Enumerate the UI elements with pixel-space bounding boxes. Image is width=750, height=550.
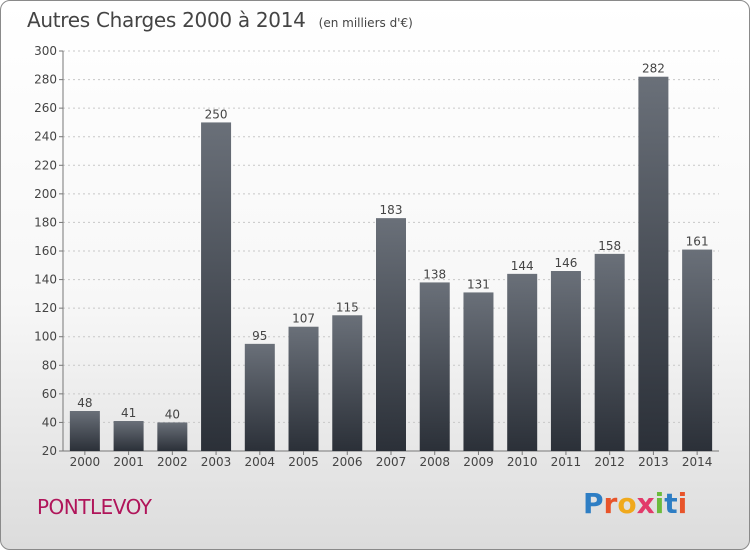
y-tick-label: 60: [42, 387, 57, 401]
bar: [201, 122, 232, 451]
chart-title: Autres Charges 2000 à 2014: [27, 8, 306, 32]
x-tick-label: 2004: [245, 455, 276, 469]
x-tick-label: 2001: [113, 455, 144, 469]
bar: [376, 218, 406, 451]
logo-letter: P: [583, 487, 604, 520]
y-tick-label: 20: [42, 444, 57, 458]
y-tick-label: 40: [42, 415, 57, 429]
x-tick-label: 2005: [288, 455, 319, 469]
bar-value-label: 144: [511, 259, 534, 273]
logo-letter: t: [664, 487, 678, 520]
logo-letter: i: [677, 487, 688, 520]
bar-value-label: 95: [252, 329, 267, 343]
bar-value-label: 41: [121, 406, 136, 420]
bar: [594, 253, 625, 451]
y-tick-label: 80: [42, 358, 57, 372]
bar: [550, 271, 581, 451]
x-tick-label: 2011: [551, 455, 582, 469]
logo-letter: i: [654, 487, 665, 520]
bar: [332, 315, 363, 451]
y-tick-label: 260: [34, 101, 57, 115]
bar: [463, 292, 494, 451]
bar: [288, 326, 319, 451]
y-tick-label: 220: [34, 158, 57, 172]
x-tick-label: 2008: [419, 455, 450, 469]
logo-letter: x: [636, 487, 655, 520]
bar-value-label: 282: [642, 62, 665, 76]
bar: [682, 249, 713, 451]
y-tick-label: 280: [34, 73, 57, 87]
axes: 20 40 60 80 100 120 140 160 180 200 220 240 260 280 30…: [34, 44, 719, 458]
bar-value-label: 158: [598, 239, 621, 253]
bars: [69, 76, 713, 451]
bar: [113, 421, 144, 451]
y-tick-label: 120: [34, 301, 57, 315]
bar: [638, 76, 669, 451]
x-tick-label: 2012: [594, 455, 625, 469]
bar-value-label: 48: [77, 396, 92, 410]
x-tick-label: 2007: [376, 455, 407, 469]
bar-value-label: 183: [380, 203, 403, 217]
y-tick-label: 300: [34, 44, 57, 58]
bar-value-label: 250: [205, 107, 228, 121]
y-tick-label: 100: [34, 330, 57, 344]
chart-header: Autres Charges 2000 à 2014 (en milliers …: [27, 8, 413, 32]
x-tick-label: 2009: [463, 455, 494, 469]
place-name: PONTLEVOY: [37, 495, 152, 519]
y-tick-label: 240: [34, 130, 57, 144]
bar: [507, 273, 538, 451]
x-tick-label: 2000: [70, 455, 101, 469]
logo-letter: o: [617, 487, 637, 520]
y-tick-label: 200: [34, 187, 57, 201]
x-tick-label: 2003: [201, 455, 232, 469]
bar-value-label: 146: [554, 256, 577, 270]
x-tick-label: 2002: [157, 455, 188, 469]
labels: 48 2000 41 2001 40 2002 250 2003 95 2004 107 2005 11…: [70, 62, 713, 469]
bar: [157, 422, 188, 451]
bar-value-label: 40: [165, 407, 180, 421]
bar: [419, 282, 450, 451]
proxiti-logo: Proxiti: [583, 487, 687, 520]
bar: [69, 411, 100, 451]
x-tick-label: 2014: [682, 455, 713, 469]
bar-value-label: 161: [686, 235, 709, 249]
bar-value-label: 138: [423, 267, 446, 281]
x-tick-label: 2006: [332, 455, 363, 469]
x-tick-label: 2010: [507, 455, 538, 469]
y-tick-label: 180: [34, 215, 57, 229]
chart-subtitle: (en milliers d'€): [318, 16, 413, 30]
logo-letter: r: [603, 487, 618, 520]
bar-value-label: 107: [292, 312, 315, 326]
x-tick-label: 2013: [638, 455, 669, 469]
y-tick-label: 140: [34, 273, 57, 287]
bar: [244, 343, 275, 451]
y-tick-label: 160: [34, 244, 57, 258]
bar-value-label: 115: [336, 300, 359, 314]
bar-value-label: 131: [467, 277, 490, 291]
